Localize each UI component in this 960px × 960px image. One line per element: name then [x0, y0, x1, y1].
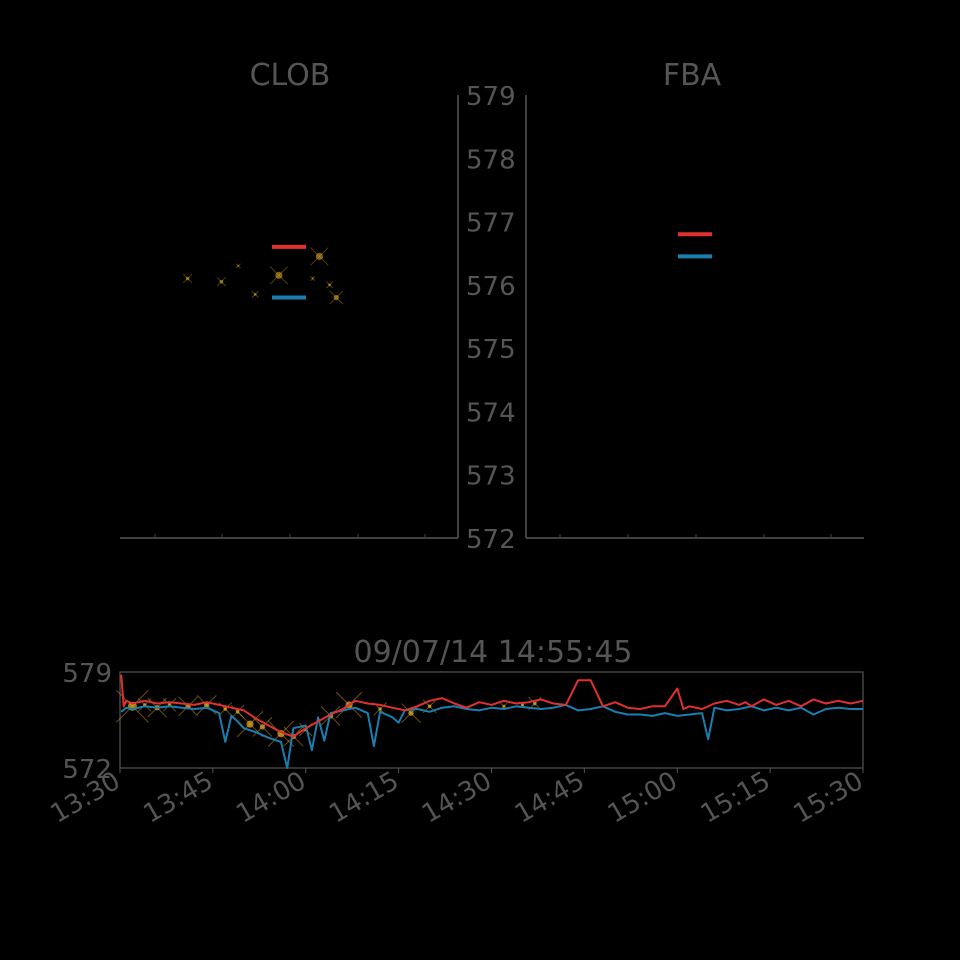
timeline-x-tick-label: 15:30	[789, 766, 869, 829]
timeline-x-tick-label: 15:15	[696, 766, 776, 829]
timeline-trade-dot	[520, 703, 524, 707]
clob-y-ticks: 579 578 577 576 575 574 573 572	[154, 82, 516, 555]
timeline-x-tick-label: 15:00	[603, 766, 683, 829]
timeline-x-tick-label: 14:15	[324, 766, 404, 829]
timeline-x-tick-label: 14:30	[417, 766, 497, 829]
clob-trade-dot	[219, 279, 224, 284]
fba-title: FBA	[663, 58, 722, 93]
clob-y-tick-label: 577	[466, 209, 516, 239]
clob-y-tick-label: 578	[466, 145, 516, 175]
timeline-title: 09/07/14 14:55:45	[353, 635, 632, 670]
timeline-x-ticks: 13:30 13:45 14:00 14:15 14:30 14:45 15:00 15:15…	[46, 766, 869, 829]
timeline-ask-line	[120, 674, 864, 738]
timeline-panel: 09/07/14 14:55:45 579 572 13:30 13:45 14:00…	[46, 635, 869, 830]
clob-y-tick-label: 575	[466, 335, 516, 365]
timeline-bid-line	[120, 703, 863, 769]
timeline-trade-dot	[259, 724, 266, 730]
clob-y-tick-label: 579	[466, 82, 516, 112]
clob-trade-dot	[185, 276, 190, 281]
timeline-y-tick-label: 572	[62, 755, 112, 785]
clob-trade-dot	[253, 293, 257, 296]
timeline-trade-dot	[235, 709, 240, 714]
clob-panel: CLOB 579 578 577 576 575 574 573 572	[120, 58, 516, 555]
timeline-trade-dot	[408, 710, 414, 716]
clob-title: CLOB	[250, 58, 331, 93]
clob-y-tick-label: 574	[466, 398, 516, 428]
clob-trade-dot	[311, 277, 314, 280]
clob-y-tick-label: 572	[466, 525, 516, 555]
clob-trade-dot	[275, 271, 283, 279]
timeline-trade-dot	[378, 707, 382, 711]
timeline-trade-dot	[223, 707, 228, 711]
timeline-trade-dot	[502, 704, 506, 708]
clob-y-tick-label: 576	[466, 272, 516, 302]
timeline-trade-dot	[427, 704, 432, 709]
clob-y-tick-label: 573	[466, 462, 516, 492]
clob-trade-dot	[328, 283, 331, 287]
timeline-x-tick-label: 14:45	[510, 766, 590, 829]
clob-trade-dot	[315, 252, 324, 260]
timeline-y-tick-label: 579	[62, 659, 112, 689]
timeline-series	[120, 674, 864, 769]
timeline-x-tick-label: 13:45	[138, 766, 218, 829]
timeline-x-tick-label: 14:00	[231, 766, 311, 829]
fba-panel: FBA	[525, 58, 864, 539]
fba-marks	[559, 232, 832, 538]
clob-trade-dot	[333, 294, 340, 301]
clob-trade-dot	[237, 264, 240, 267]
clob-marks	[182, 244, 344, 305]
timeline-y-ticks: 579 572	[62, 659, 112, 785]
timeline-trade-dot	[203, 702, 210, 708]
timeline-trade-dot	[533, 701, 537, 706]
timeline-trade-dot	[246, 720, 254, 728]
